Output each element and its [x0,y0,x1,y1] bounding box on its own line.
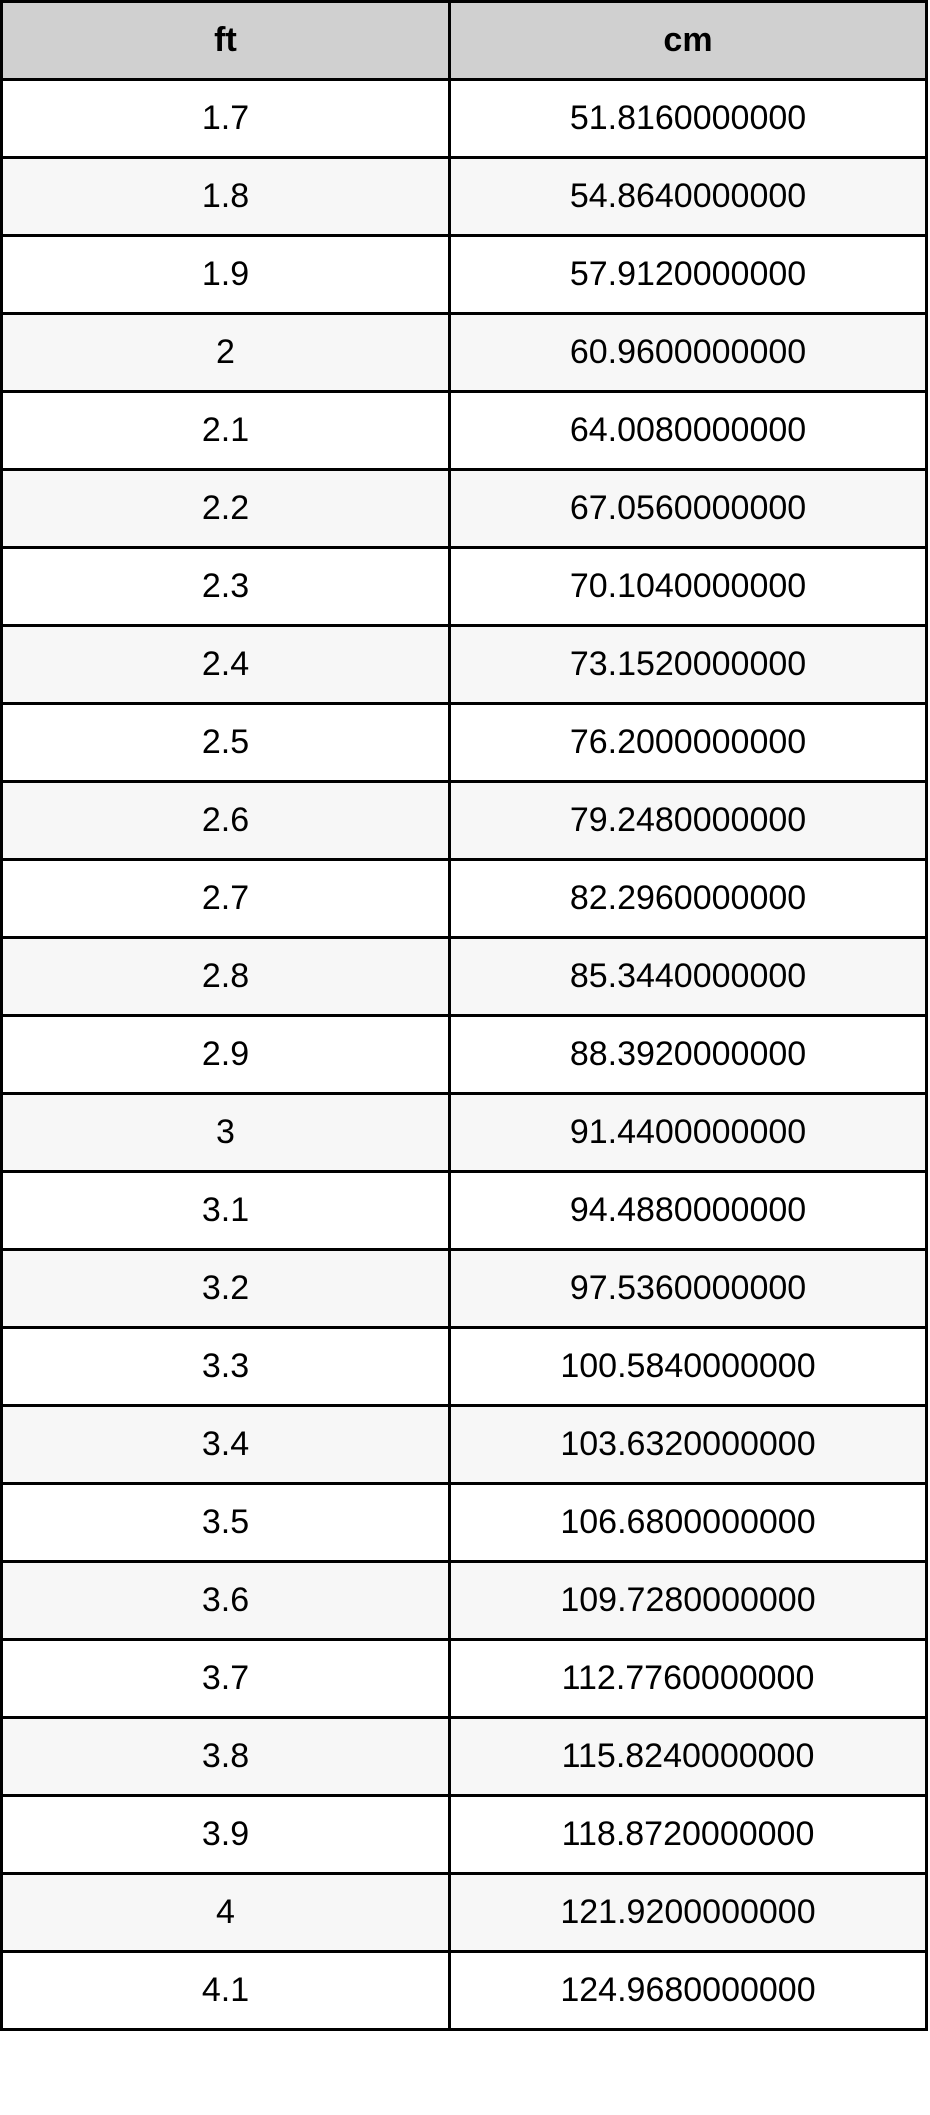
header-ft: ft [0,0,451,81]
cell-cm: 85.3440000000 [448,936,928,1017]
cell-ft: 2.3 [0,546,451,627]
cell-ft: 3.2 [0,1248,451,1329]
cell-ft: 3.1 [0,1170,451,1251]
cell-ft: 1.9 [0,234,451,315]
cell-cm: 79.2480000000 [448,780,928,861]
table-row: 2 60.9600000000 [0,312,928,393]
table-row: 1.8 54.8640000000 [0,156,928,237]
header-row: ft cm [0,0,928,81]
table-row: 4 121.9200000000 [0,1872,928,1953]
table-row: 3.8 115.8240000000 [0,1716,928,1797]
cell-ft: 2.1 [0,390,451,471]
cell-ft: 2.7 [0,858,451,939]
table-row: 3.7 112.7760000000 [0,1638,928,1719]
cell-ft: 3 [0,1092,451,1173]
cell-cm: 60.9600000000 [448,312,928,393]
table-row: 2.3 70.1040000000 [0,546,928,627]
cell-cm: 67.0560000000 [448,468,928,549]
cell-cm: 109.7280000000 [448,1560,928,1641]
cell-ft: 3.3 [0,1326,451,1407]
cell-ft: 2.6 [0,780,451,861]
cell-ft: 3.8 [0,1716,451,1797]
conversion-table: ft cm 1.7 51.8160000000 1.8 54.8640000000 1.… [0,0,928,2031]
cell-cm: 91.4400000000 [448,1092,928,1173]
table-row: 3.6 109.7280000000 [0,1560,928,1641]
table-row: 2.7 82.2960000000 [0,858,928,939]
cell-cm: 112.7760000000 [448,1638,928,1719]
cell-cm: 64.0080000000 [448,390,928,471]
cell-ft: 2.2 [0,468,451,549]
cell-cm: 51.8160000000 [448,78,928,159]
table-row: 2.2 67.0560000000 [0,468,928,549]
cell-ft: 4.1 [0,1950,451,2031]
cell-ft: 2.8 [0,936,451,1017]
table-row: 3.4 103.6320000000 [0,1404,928,1485]
cell-cm: 82.2960000000 [448,858,928,939]
cell-ft: 3.6 [0,1560,451,1641]
table-row: 3.1 94.4880000000 [0,1170,928,1251]
table-row: 3.2 97.5360000000 [0,1248,928,1329]
table-row: 2.1 64.0080000000 [0,390,928,471]
cell-cm: 76.2000000000 [448,702,928,783]
cell-ft: 2 [0,312,451,393]
cell-cm: 97.5360000000 [448,1248,928,1329]
cell-cm: 88.3920000000 [448,1014,928,1095]
cell-cm: 118.8720000000 [448,1794,928,1875]
cell-cm: 100.5840000000 [448,1326,928,1407]
table-row: 2.8 85.3440000000 [0,936,928,1017]
cell-cm: 115.8240000000 [448,1716,928,1797]
cell-cm: 70.1040000000 [448,546,928,627]
cell-cm: 54.8640000000 [448,156,928,237]
cell-cm: 73.1520000000 [448,624,928,705]
table-row: 2.5 76.2000000000 [0,702,928,783]
cell-ft: 2.9 [0,1014,451,1095]
cell-ft: 1.8 [0,156,451,237]
table-row: 3.3 100.5840000000 [0,1326,928,1407]
table-row: 2.9 88.3920000000 [0,1014,928,1095]
table-row: 2.6 79.2480000000 [0,780,928,861]
table-row: 3 91.4400000000 [0,1092,928,1173]
table-row: 3.5 106.6800000000 [0,1482,928,1563]
cell-cm: 94.4880000000 [448,1170,928,1251]
table-row: 4.1 124.9680000000 [0,1950,928,2031]
cell-ft: 2.5 [0,702,451,783]
table-row: 2.4 73.1520000000 [0,624,928,705]
cell-ft: 3.4 [0,1404,451,1485]
cell-cm: 121.9200000000 [448,1872,928,1953]
cell-ft: 3.9 [0,1794,451,1875]
cell-cm: 124.9680000000 [448,1950,928,2031]
cell-cm: 57.9120000000 [448,234,928,315]
header-cm: cm [448,0,928,81]
cell-cm: 103.6320000000 [448,1404,928,1485]
cell-ft: 4 [0,1872,451,1953]
table-row: 3.9 118.8720000000 [0,1794,928,1875]
cell-ft: 2.4 [0,624,451,705]
cell-cm: 106.6800000000 [448,1482,928,1563]
cell-ft: 3.7 [0,1638,451,1719]
table-row: 1.9 57.9120000000 [0,234,928,315]
cell-ft: 3.5 [0,1482,451,1563]
cell-ft: 1.7 [0,78,451,159]
table-row: 1.7 51.8160000000 [0,78,928,159]
